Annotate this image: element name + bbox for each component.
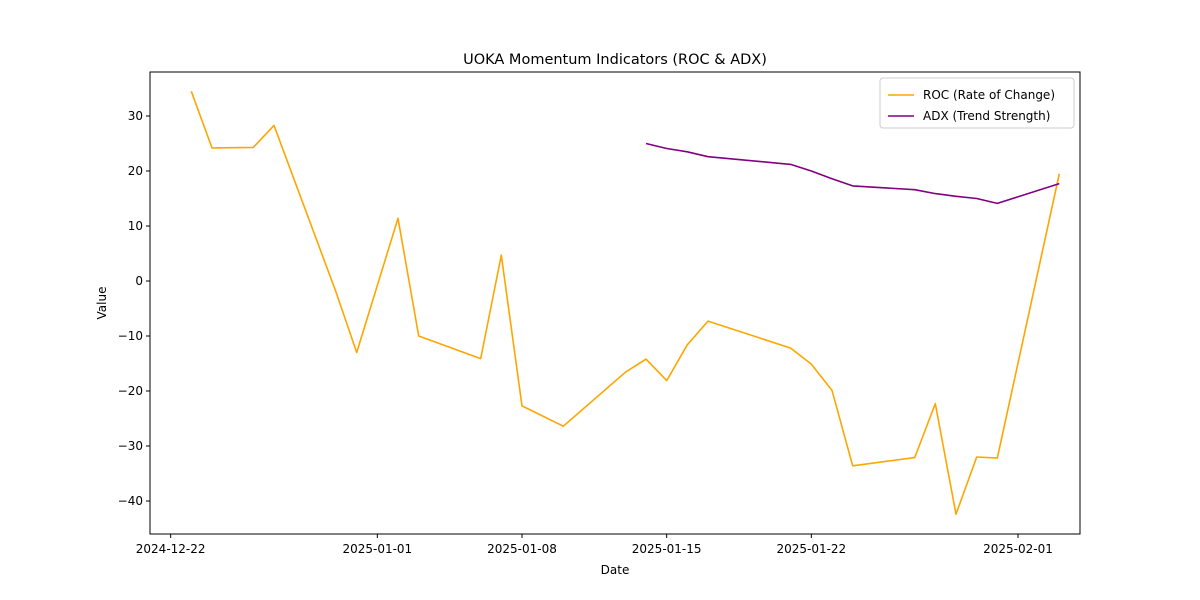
y-tick-label: −10 xyxy=(118,329,143,343)
plot-area xyxy=(150,72,1080,534)
series-line-adx xyxy=(645,142,1060,205)
x-axis-label: Date xyxy=(601,563,630,577)
y-axis: 30 20 10 0 −10 −20 −30 −40 xyxy=(118,109,150,508)
series-layer xyxy=(190,91,1061,516)
plot-frame xyxy=(149,71,1081,535)
chart-title: UOKA Momentum Indicators (ROC & ADX) xyxy=(463,52,767,68)
legend: ROC (Rate of Change) ADX (Trend Strength) xyxy=(879,77,1075,129)
y-tick-label: 10 xyxy=(128,219,143,233)
x-tick-label: 2025-01-08 xyxy=(487,542,557,556)
legend-label: ROC (Rate of Change) xyxy=(923,88,1055,102)
y-tick-label: 30 xyxy=(128,109,143,123)
x-axis: 2024-12-22 2025-01-01 2025-01-08 2025-01-15… xyxy=(136,534,1053,556)
legend-label: ADX (Trend Strength) xyxy=(923,109,1050,123)
x-tick-label: 2024-12-22 xyxy=(136,542,206,556)
x-tick-label: 2025-01-22 xyxy=(776,542,846,556)
x-tick-label: 2025-02-01 xyxy=(983,542,1053,556)
y-tick-label: 0 xyxy=(135,274,143,288)
y-tick-label: 20 xyxy=(128,164,143,178)
series-line-roc xyxy=(190,91,1061,516)
y-tick-label: −30 xyxy=(118,439,143,453)
y-tick-label: −40 xyxy=(118,494,143,508)
legend-box xyxy=(879,77,1075,129)
y-tick-label: −20 xyxy=(118,384,143,398)
x-tick-label: 2025-01-15 xyxy=(632,542,702,556)
y-axis-label: Value xyxy=(95,287,109,320)
x-tick-label: 2025-01-01 xyxy=(342,542,412,556)
